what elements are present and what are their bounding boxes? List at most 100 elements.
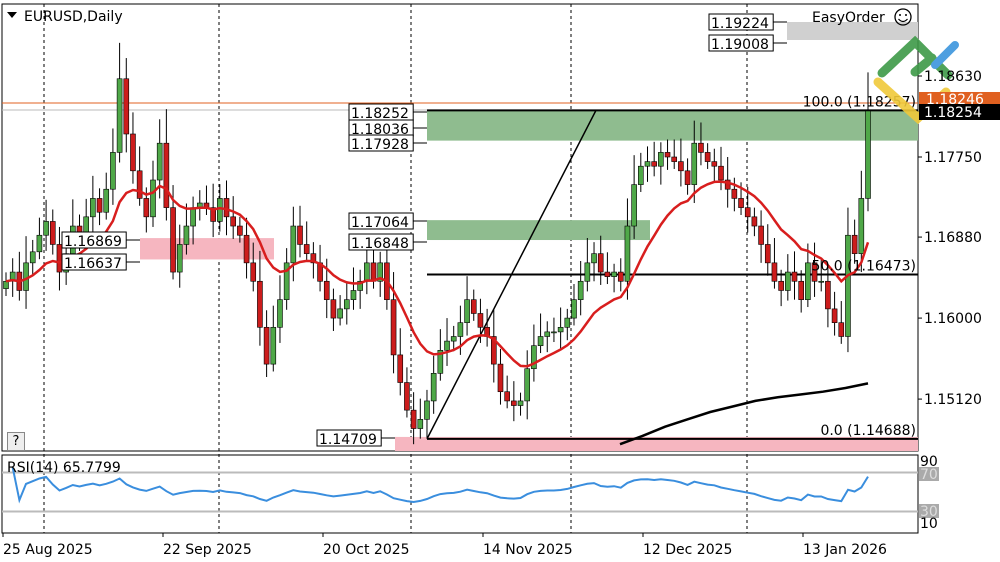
candle xyxy=(270,305,277,372)
candle xyxy=(290,206,297,282)
candle xyxy=(564,308,571,341)
rsi-pane xyxy=(1,454,919,534)
candle xyxy=(671,139,678,169)
easyorder-button[interactable]: EasyOrder xyxy=(812,10,885,26)
candle xyxy=(43,199,49,251)
bull-candle-body xyxy=(377,262,384,282)
bull-candle-body xyxy=(350,290,357,300)
ask-price-tag xyxy=(919,92,1000,107)
dropdown-triangle-icon[interactable] xyxy=(7,12,17,18)
easyorder-price-label: 1.19008 xyxy=(711,37,769,53)
bear-candle-body xyxy=(310,253,317,264)
candle xyxy=(644,146,651,182)
bear-candle-body xyxy=(791,271,798,282)
zone-bottom xyxy=(395,436,918,451)
candle xyxy=(343,281,350,325)
candle xyxy=(798,270,804,313)
bear-candle-body xyxy=(257,280,263,328)
long-moving-average-line xyxy=(619,382,869,446)
candle xyxy=(303,221,310,262)
bear-candle-body xyxy=(410,409,417,429)
bear-candle-body xyxy=(230,216,236,227)
bull-candle-body xyxy=(430,373,437,402)
candle xyxy=(36,217,43,260)
fib-level-label: 50.0 (1.16473) xyxy=(812,259,916,275)
candle xyxy=(711,148,718,182)
bear-candle-body xyxy=(323,280,330,300)
candle xyxy=(638,152,644,192)
bull-candle-body xyxy=(537,336,544,347)
candle xyxy=(544,321,551,353)
bear-candle-body xyxy=(223,198,230,218)
bull-candle-body xyxy=(3,280,9,289)
candle xyxy=(29,239,36,276)
bull-candle-body xyxy=(176,244,183,273)
zone-left-price-label: 1.16637 xyxy=(64,256,122,272)
bear-candle-body xyxy=(136,170,143,199)
candle xyxy=(698,122,704,166)
bull-candle-body xyxy=(283,262,290,300)
bull-candle-body xyxy=(524,368,531,402)
bull-candle-body xyxy=(357,280,363,291)
bear-candle-body xyxy=(738,198,744,208)
candle xyxy=(404,367,410,418)
candle xyxy=(751,207,758,237)
bear-candle-body xyxy=(96,198,103,213)
candle xyxy=(297,205,303,258)
bear-candle-body xyxy=(504,391,510,402)
bear-candle-body xyxy=(698,142,704,153)
bear-candle-body xyxy=(751,216,758,227)
candle xyxy=(377,251,384,297)
bear-candle-body xyxy=(130,133,136,172)
candle xyxy=(517,392,524,416)
candle xyxy=(130,112,136,184)
candle xyxy=(330,288,337,331)
bull-candle-body xyxy=(551,331,557,334)
bull-candle-body xyxy=(337,308,343,319)
candle xyxy=(397,328,404,396)
price-axis-label: 1.15120 xyxy=(924,392,982,408)
bear-candle-body xyxy=(330,299,337,319)
bull-candle-body xyxy=(277,299,283,328)
bear-candle-body xyxy=(731,188,738,199)
candle xyxy=(591,242,597,282)
price-axis-label: 1.17750 xyxy=(924,150,982,166)
candle xyxy=(470,289,477,321)
bear-candle-body xyxy=(49,221,56,245)
bear-candle-body xyxy=(851,234,858,254)
candle xyxy=(664,139,671,170)
bear-candle-body xyxy=(597,253,604,273)
candle xyxy=(410,392,417,445)
candle xyxy=(631,155,637,239)
candle xyxy=(176,224,183,288)
bear-candle-body xyxy=(163,142,170,208)
bear-candle-body xyxy=(170,207,176,273)
smiley-mouth xyxy=(898,18,908,23)
bull-candle-body xyxy=(183,225,190,245)
supply-zone-top xyxy=(427,110,918,141)
date-axis-label: 12 Dec 2025 xyxy=(643,542,732,558)
rsi-title: RSI(14) 65.7799 xyxy=(7,460,121,476)
date-axis-label: 14 Nov 2025 xyxy=(483,542,573,558)
candle xyxy=(250,242,257,292)
candle xyxy=(858,170,865,273)
candle xyxy=(825,266,831,328)
bear-candle-body xyxy=(678,161,684,172)
candle xyxy=(764,224,771,276)
candle xyxy=(183,203,190,255)
bear-candle-body xyxy=(617,271,624,282)
candle xyxy=(771,238,778,289)
easyorder-zone xyxy=(787,22,918,40)
bear-candle-body xyxy=(477,313,484,328)
rsi-level-tag xyxy=(919,467,939,481)
bull-candle-body xyxy=(150,179,156,218)
smiley-eye xyxy=(899,14,901,16)
candle xyxy=(805,243,811,308)
candle xyxy=(511,381,517,422)
candle xyxy=(136,146,143,206)
help-button[interactable]: ? xyxy=(7,432,25,451)
candle xyxy=(624,198,631,300)
candle xyxy=(417,398,424,439)
bull-candle-body xyxy=(591,253,597,264)
